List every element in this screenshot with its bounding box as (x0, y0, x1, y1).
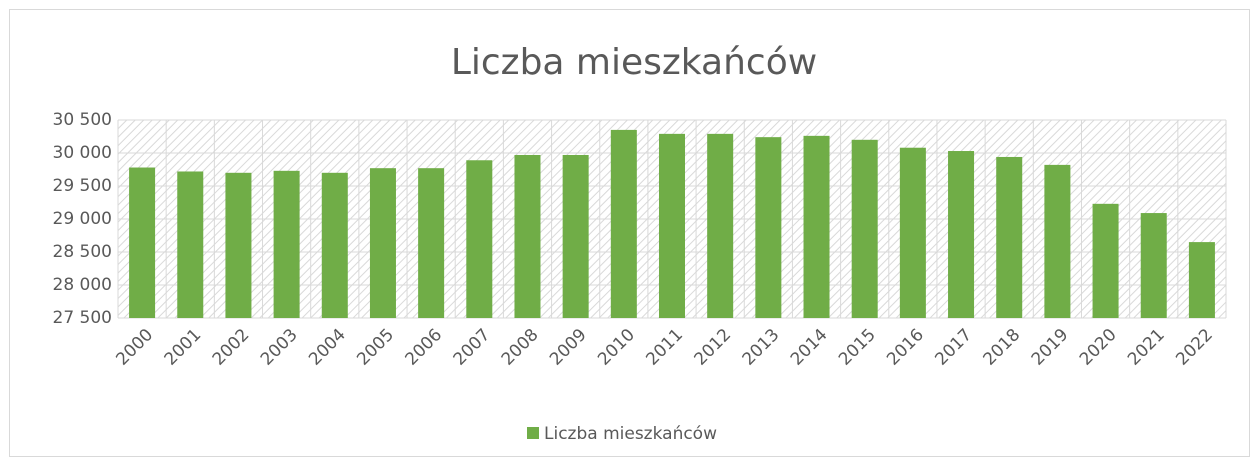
bar (755, 137, 782, 318)
y-tick-label: 29 000 (53, 209, 112, 229)
bar (1140, 213, 1167, 318)
bar (562, 154, 589, 318)
bar (1044, 164, 1071, 318)
bar (948, 151, 975, 318)
bar (996, 156, 1023, 318)
bar (610, 129, 637, 318)
bar (466, 160, 493, 318)
bar (225, 172, 252, 318)
y-tick-label: 30 500 (53, 110, 112, 130)
bar (418, 168, 445, 318)
y-tick-label: 29 500 (53, 176, 112, 196)
y-tick-label: 28 500 (53, 242, 112, 262)
bar (129, 167, 156, 318)
bar (851, 139, 878, 318)
bar (177, 171, 204, 318)
bar (707, 133, 734, 318)
y-tick-label: 28 000 (53, 275, 112, 295)
bar (369, 168, 396, 318)
bar (803, 135, 830, 318)
chart-title: Liczba mieszkańców (451, 42, 817, 83)
y-tick-label: 27 500 (53, 308, 112, 328)
bar (321, 172, 348, 318)
legend-swatch (527, 427, 539, 439)
bar (899, 147, 926, 318)
legend-label: Liczba mieszkańców (544, 424, 717, 444)
bar (514, 154, 541, 318)
y-tick-label: 30 000 (53, 143, 112, 163)
bar (1188, 242, 1215, 318)
bar (273, 170, 300, 318)
bar (1092, 203, 1119, 318)
bar (658, 133, 686, 318)
